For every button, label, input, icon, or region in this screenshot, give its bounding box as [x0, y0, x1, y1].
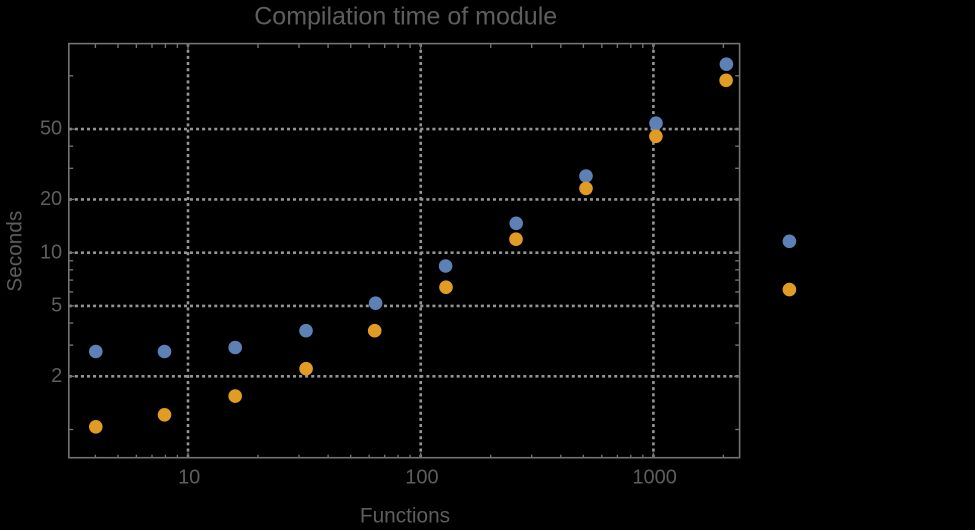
- svg-text:20: 20: [40, 188, 62, 210]
- svg-text:10: 10: [178, 467, 200, 489]
- svg-text:100: 100: [405, 467, 438, 489]
- svg-text:10: 10: [40, 241, 62, 263]
- svg-text:1000: 1000: [632, 467, 677, 489]
- svg-text:Compilation time of module: Compilation time of module: [254, 3, 557, 31]
- svg-text:Functions: Functions: [360, 504, 450, 525]
- svg-text:50: 50: [40, 118, 62, 140]
- svg-text:Seconds: Seconds: [4, 211, 27, 292]
- svg-text:2: 2: [51, 365, 62, 387]
- svg-text:5: 5: [51, 295, 62, 317]
